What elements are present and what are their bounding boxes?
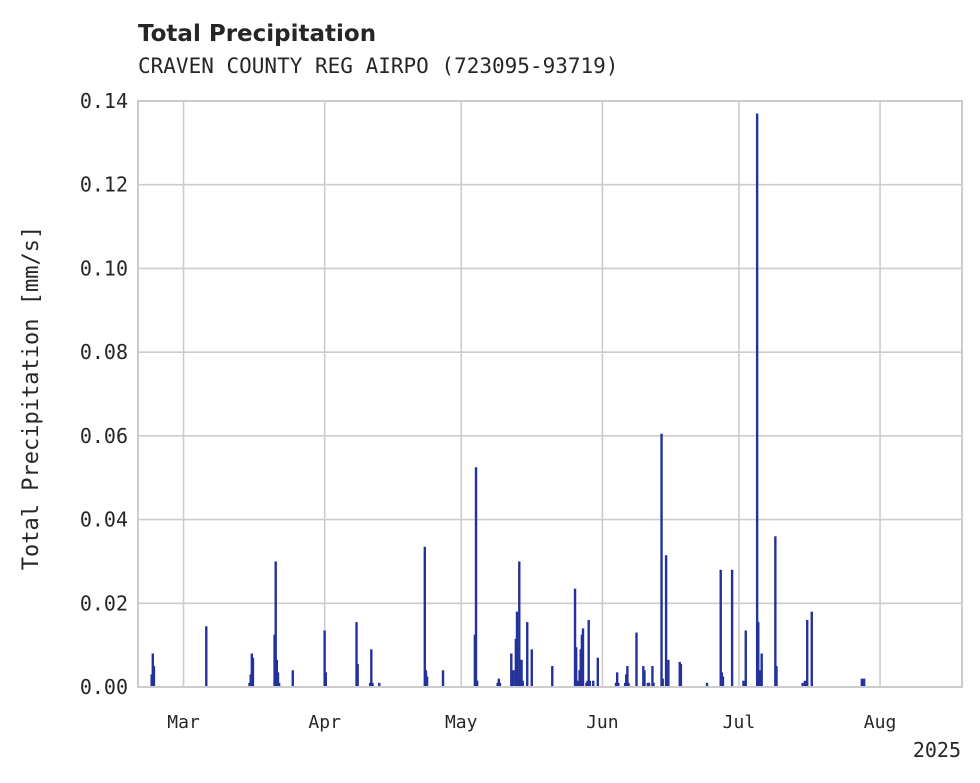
precipitation-bar — [251, 657, 255, 687]
precipitation-bar — [758, 670, 761, 687]
precipitation-bar — [526, 622, 529, 687]
precipitation-bar — [520, 659, 523, 687]
precipitation-bar — [652, 682, 655, 687]
precipitation-bar — [643, 670, 646, 687]
precipitation-bar — [744, 630, 747, 687]
x-tick-label: Jun — [586, 712, 619, 733]
precipitation-bar — [803, 680, 807, 687]
x-axis-ticks: Mar Apr May Jun Jul Aug — [167, 712, 896, 733]
precipitation-bar — [651, 666, 654, 687]
precipitation-bar — [757, 622, 760, 687]
precipitation-bar — [860, 678, 864, 687]
y-tick-label: 0.14 — [80, 89, 128, 113]
precipitation-bar — [521, 680, 524, 687]
precipitation-bar — [679, 663, 683, 687]
y-tick-label: 0.08 — [80, 340, 128, 364]
precipitation-bar — [530, 649, 533, 687]
precipitation-bar — [721, 676, 725, 687]
precipitation-bar — [291, 670, 294, 687]
y-tick-label: 0.10 — [80, 256, 128, 280]
precipitation-bar — [775, 666, 778, 687]
precipitation-bar — [423, 546, 427, 687]
precipitation-bar — [774, 536, 777, 687]
precipitation-bar — [324, 672, 327, 687]
x-tick-label: Aug — [864, 712, 897, 733]
precipitation-bar — [581, 628, 585, 687]
precipitation-bar — [551, 666, 554, 687]
precipitation-bar — [573, 588, 577, 687]
precipitation-bar — [512, 670, 515, 687]
precipitation-bar — [627, 682, 630, 687]
x-tick-label: Mar — [167, 712, 200, 733]
precipitation-bars — [150, 113, 866, 688]
precipitation-bar — [862, 678, 866, 687]
precipitation-bar — [515, 611, 519, 687]
precipitation-bar — [475, 680, 479, 687]
y-tick-label: 0.12 — [80, 173, 128, 197]
precipitation-bar — [323, 630, 326, 687]
precipitation-bar — [755, 113, 759, 688]
precipitation-bar — [205, 626, 208, 687]
grid-lines — [138, 100, 962, 688]
precipitation-bar — [615, 672, 619, 687]
precipitation-bar — [730, 569, 734, 687]
y-tick-label: 0.02 — [80, 591, 128, 615]
precipitation-bar — [576, 680, 579, 687]
precipitation-bar — [592, 680, 595, 687]
precipitation-bar — [588, 680, 592, 687]
precipitation-bar — [660, 433, 663, 687]
precipitation-bar — [626, 666, 629, 687]
x-tick-label: May — [445, 712, 478, 733]
precipitation-bar — [705, 682, 709, 687]
precipitation-bar — [596, 657, 600, 687]
precipitation-bar — [356, 663, 359, 687]
precipitation-bar — [441, 670, 445, 687]
precipitation-bar — [661, 678, 664, 687]
precipitation-bar — [277, 682, 281, 687]
precipitation-bar — [667, 659, 670, 687]
x-axis-year-label: 2025 — [913, 738, 961, 762]
precipitation-bar — [474, 467, 478, 687]
chart-title: Total Precipitation — [138, 21, 376, 47]
y-tick-label: 0.00 — [80, 675, 128, 699]
precipitation-bar — [425, 676, 429, 687]
precipitation-bar — [378, 682, 381, 687]
precipitation-bar — [510, 653, 513, 687]
x-tick-label: Jul — [723, 712, 756, 733]
precipitation-bar — [370, 649, 373, 687]
precipitation-bar — [274, 561, 277, 687]
precipitation-bar — [574, 647, 578, 687]
plot-frame — [137, 100, 963, 688]
precipitation-bar — [806, 620, 809, 687]
precipitation-bar — [355, 622, 358, 687]
precipitation-bar — [664, 555, 668, 687]
y-tick-label: 0.06 — [80, 424, 128, 448]
y-axis-label: Total Precipitation [mm/s] — [19, 226, 44, 570]
precipitation-bar — [647, 682, 651, 687]
precipitation-bar — [810, 611, 813, 687]
precipitation-bar — [518, 561, 521, 687]
precipitation-bar — [498, 682, 502, 687]
precipitation-bar — [276, 672, 280, 687]
precipitation-bar — [617, 682, 620, 687]
y-axis-ticks: 0.00 0.02 0.04 0.06 0.08 0.10 0.12 0.14 — [80, 89, 128, 699]
y-tick-label: 0.04 — [80, 508, 128, 532]
precipitation-bar — [635, 632, 638, 687]
x-tick-label: Apr — [308, 712, 341, 733]
precipitation-bar — [371, 682, 374, 687]
precipitation-bar — [587, 620, 590, 687]
chart-subtitle: CRAVEN COUNTY REG AIRPO (723095-93719) — [138, 54, 618, 78]
precipitation-bar — [152, 666, 156, 687]
precipitation-bar — [760, 653, 763, 687]
precipitation-bar — [801, 682, 804, 687]
precipitation-bar — [719, 569, 722, 687]
